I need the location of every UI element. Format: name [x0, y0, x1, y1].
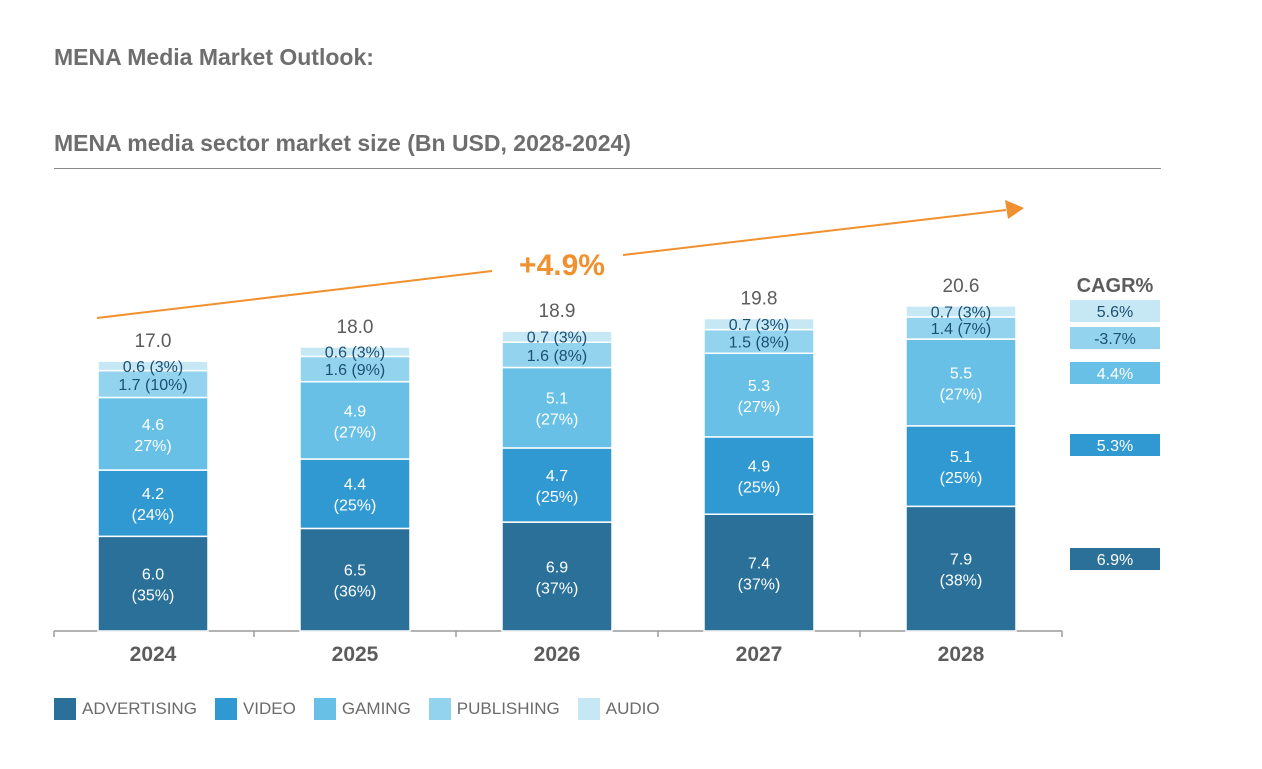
- cagr-badge: [1070, 434, 1160, 456]
- title-divider: [54, 168, 1161, 169]
- legend-swatch: [577, 698, 600, 720]
- data-label: 0.7 (3%): [931, 304, 991, 321]
- legend-swatch: [428, 698, 451, 720]
- bar-segment-advertising: [299, 527, 411, 632]
- growth-arrow-line: [622, 209, 1007, 256]
- bar-segment-audio: [501, 330, 613, 343]
- data-label: 6.9 (37%): [536, 560, 579, 598]
- legend-label: VIDEO: [242, 699, 296, 718]
- total-label: 19.8: [741, 289, 778, 310]
- x-axis-category-label: 2024: [130, 643, 177, 666]
- data-label: 4.4 (25%): [334, 477, 377, 515]
- legend-swatch: [313, 698, 336, 720]
- data-label: 0.7 (3%): [729, 317, 789, 334]
- data-label: 6.0 (35%): [132, 567, 175, 605]
- legend-label: GAMING: [341, 699, 411, 718]
- data-label: 0.6 (3%): [325, 345, 385, 362]
- bar-segment-advertising: [501, 521, 613, 632]
- data-label: 4.6 27%): [134, 417, 171, 455]
- bar-segment-audio: [905, 305, 1017, 318]
- data-label: 6.5 (36%): [334, 563, 377, 601]
- legend-item: GAMING: [313, 698, 411, 720]
- bar-segment-gaming: [703, 352, 815, 438]
- data-label: 7.4 (37%): [738, 556, 781, 594]
- legend-label: ADVERTISING: [82, 699, 197, 718]
- bar-segment-gaming: [299, 380, 411, 460]
- data-label: 1.5 (8%): [729, 334, 789, 351]
- data-label: 5.1 (27%): [536, 391, 579, 429]
- chart-legend: ADVERTISING VIDEO GAMING PUBLISHING AUDIO: [54, 698, 678, 720]
- legend-item: PUBLISHING: [428, 698, 560, 720]
- bar-segment-video: [905, 425, 1017, 508]
- bar-segment-video: [97, 469, 209, 538]
- legend-item: VIDEO: [214, 698, 296, 720]
- x-axis-category-label: 2026: [534, 643, 581, 666]
- data-label: 0.6 (3%): [123, 359, 183, 376]
- cagr-badge: [1070, 548, 1160, 570]
- bar-segment-audio: [97, 360, 209, 372]
- legend-swatch: [214, 698, 237, 720]
- cagr-value: 6.9%: [1097, 552, 1133, 569]
- bar-segment-video: [703, 436, 815, 515]
- data-label: 1.6 (9%): [325, 362, 385, 379]
- bar-segment-gaming: [905, 338, 1017, 427]
- data-label: 1.6 (8%): [527, 348, 587, 365]
- chart-title: MENA Media Market Outlook:: [54, 44, 374, 70]
- growth-arrow-line: [96, 270, 493, 319]
- cagr-value: -3.7%: [1094, 331, 1136, 348]
- total-label: 17.0: [135, 331, 172, 352]
- bar-segment-gaming: [97, 396, 209, 471]
- bar-segment-advertising: [905, 505, 1017, 632]
- total-label: 20.6: [943, 276, 980, 297]
- legend-label: PUBLISHING: [456, 699, 560, 718]
- data-label: 5.3 (27%): [738, 378, 781, 416]
- growth-rate-label: +4.9%: [519, 249, 605, 282]
- bar-segment-audio: [703, 317, 815, 331]
- x-axis-category-label: 2028: [938, 643, 985, 666]
- x-axis-category-label: 2025: [332, 643, 379, 666]
- cagr-value: 5.3%: [1097, 438, 1133, 455]
- data-label: 5.5 (27%): [940, 365, 983, 403]
- data-label: 5.1 (25%): [940, 449, 983, 487]
- cagr-value: 4.4%: [1097, 366, 1133, 383]
- legend-label: AUDIO: [605, 699, 660, 718]
- cagr-badge: [1070, 327, 1160, 349]
- bar-segment-advertising: [703, 513, 815, 632]
- bar-segment-advertising: [97, 535, 209, 632]
- cagr-title: CAGR%: [1077, 275, 1154, 297]
- data-label: 1.7 (10%): [118, 377, 187, 394]
- data-label: 4.7 (25%): [536, 468, 579, 506]
- cagr-badge: [1070, 362, 1160, 384]
- cagr-badge: [1070, 300, 1160, 322]
- bar-segment-publishing: [97, 369, 209, 399]
- legend-item: AUDIO: [577, 698, 660, 720]
- legend-item: ADVERTISING: [54, 698, 197, 720]
- data-label: 1.4 (7%): [931, 321, 991, 338]
- data-label: 4.9 (27%): [334, 403, 377, 441]
- growth-arrow-head: [1005, 200, 1024, 219]
- bar-segment-publishing: [501, 341, 613, 369]
- total-label: 18.0: [337, 317, 374, 338]
- total-label: 18.9: [539, 301, 576, 322]
- x-axis-category-label: 2027: [736, 643, 783, 666]
- bar-segment-audio: [299, 346, 411, 358]
- chart-subtitle: MENA media sector market size (Bn USD, 2…: [54, 130, 631, 156]
- bar-segment-gaming: [501, 366, 613, 449]
- data-label: 4.2 (24%): [132, 486, 175, 524]
- legend-swatch: [54, 698, 76, 720]
- bar-segment-video: [501, 447, 613, 523]
- data-label: 4.9 (25%): [738, 459, 781, 497]
- data-label: 0.7 (3%): [527, 330, 587, 347]
- data-label: 7.9 (38%): [940, 552, 983, 590]
- bar-segment-video: [299, 458, 411, 530]
- cagr-value: 5.6%: [1097, 304, 1133, 321]
